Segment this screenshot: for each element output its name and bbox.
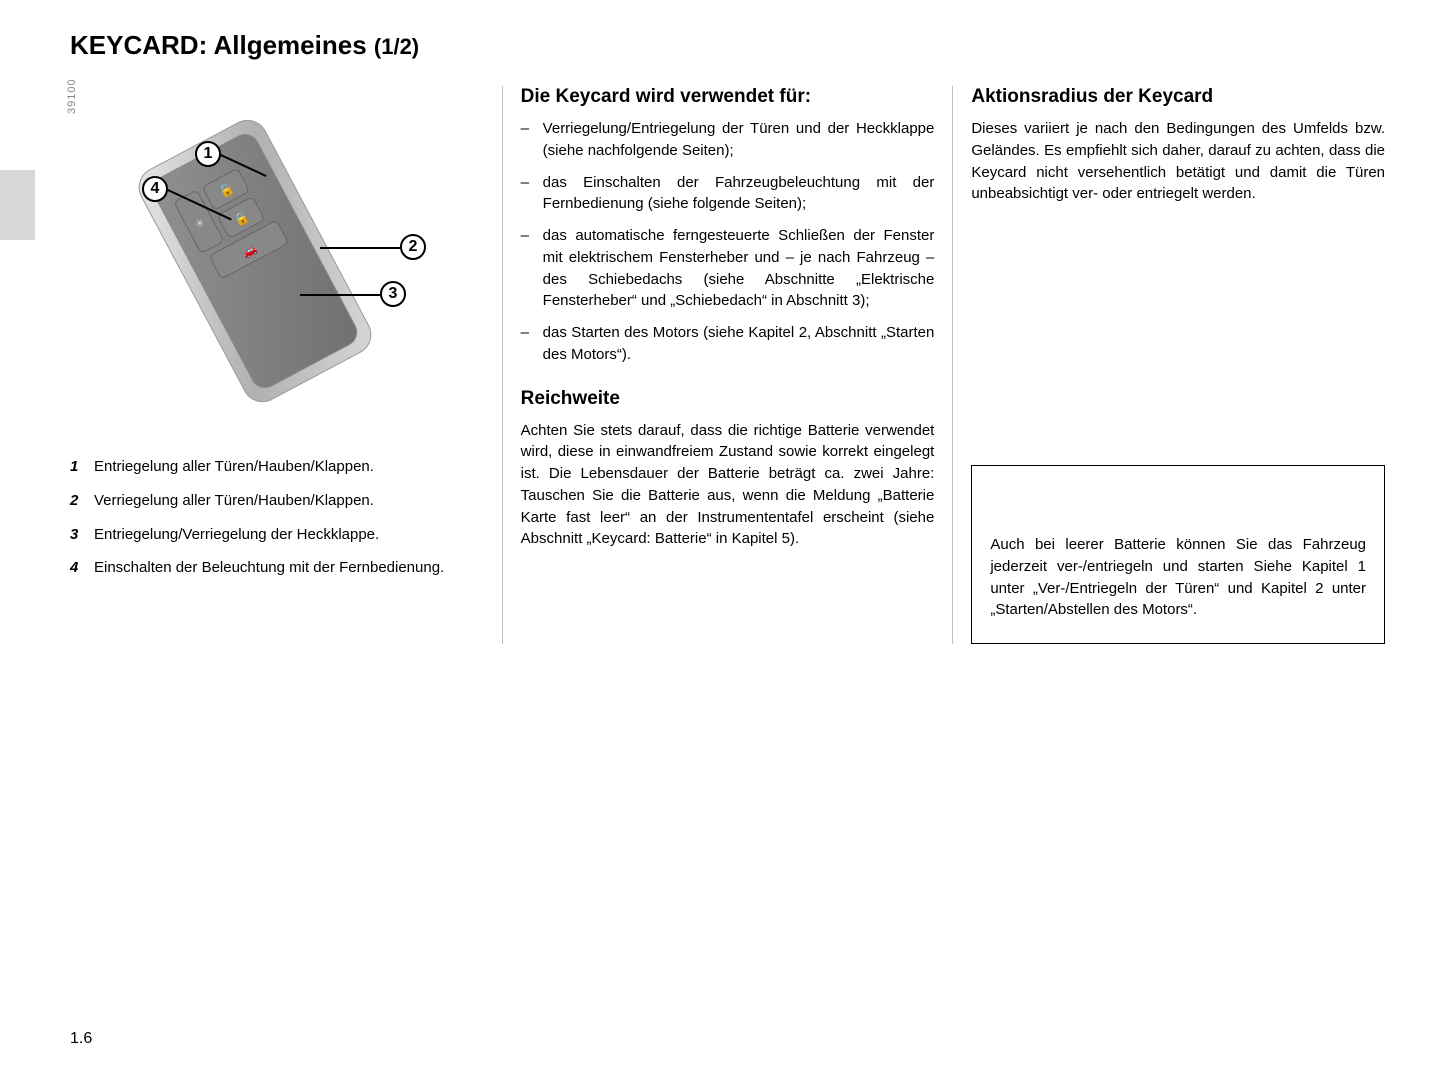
column-1: 39100 [70, 86, 502, 644]
bullet-text: das Einschalten der Fahrzeugbeleuchtung … [543, 172, 935, 216]
callout-1: 1 [195, 141, 221, 167]
col3-para1: Dieses variiert je nach den Bedingungen … [971, 118, 1385, 205]
columns-container: 39100 [70, 86, 1385, 644]
legend-item: 2 Verriegelung aller Türen/Hauben/Klappe… [70, 490, 484, 512]
legend-item: 1 Entriegelung aller Türen/Hauben/Klappe… [70, 456, 484, 478]
legend-num: 2 [70, 490, 94, 512]
legend-num: 4 [70, 557, 94, 579]
info-box: Auch bei leerer Batterie können Sie das … [971, 465, 1385, 644]
legend-num: 3 [70, 524, 94, 546]
bullet-item: – Verriegelung/Entriegelung der Türen un… [521, 118, 935, 162]
bullet-list: – Verriegelung/Entriegelung der Türen un… [521, 118, 935, 366]
bullet-text: Verriegelung/Entriegelung der Türen und … [543, 118, 935, 162]
dash-icon: – [521, 118, 543, 162]
bullet-item: – das automatische ferngesteuerte Schlie… [521, 225, 935, 312]
image-id: 39100 [66, 78, 78, 114]
keycard-svg: 🔓 🔒 🚗 ☀ [70, 86, 440, 436]
manual-page: KEYCARD: Allgemeines (1/2) 39100 [0, 0, 1445, 1070]
title-sub: (1/2) [374, 34, 419, 59]
bullet-text: das Starten des Motors (siehe Kapitel 2,… [543, 322, 935, 366]
bullet-item: – das Einschalten der Fahrzeugbeleuchtun… [521, 172, 935, 216]
side-tab [0, 170, 35, 240]
dash-icon: – [521, 225, 543, 312]
bullet-text: das automatische ferngesteuerte Schließe… [543, 225, 935, 312]
legend-num: 1 [70, 456, 94, 478]
legend-text: Einschalten der Beleuchtung mit der Fern… [94, 557, 484, 579]
col2-para2: Achten Sie stets darauf, dass die richti… [521, 420, 935, 551]
legend-list: 1 Entriegelung aller Türen/Hauben/Klappe… [70, 456, 484, 579]
legend-item: 3 Entriegelung/Verriegelung der Heckklap… [70, 524, 484, 546]
title-main: KEYCARD: Allgemeines [70, 30, 367, 60]
callout-2: 2 [400, 234, 426, 260]
dash-icon: – [521, 322, 543, 366]
callout-4: 4 [142, 176, 168, 202]
column-3: Aktionsradius der Keycard Dieses variier… [952, 86, 1385, 644]
keycard-illustration: 39100 [70, 86, 440, 436]
dash-icon: – [521, 172, 543, 216]
legend-text: Verriegelung aller Türen/Hauben/Klappen. [94, 490, 484, 512]
legend-text: Entriegelung/Verriegelung der Heckklappe… [94, 524, 484, 546]
page-number: 1.6 [70, 1030, 92, 1048]
callout-line-2 [320, 247, 400, 249]
column-2: Die Keycard wird verwendet für: – Verrie… [502, 86, 953, 644]
info-box-text: Auch bei leerer Batterie können Sie das … [990, 536, 1366, 618]
callout-line-3 [300, 294, 380, 296]
bullet-item: – das Starten des Motors (siehe Kapitel … [521, 322, 935, 366]
col2-heading1: Die Keycard wird verwendet für: [521, 86, 935, 108]
col2-heading2: Reichweite [521, 388, 935, 410]
callout-3: 3 [380, 281, 406, 307]
col3-heading1: Aktionsradius der Keycard [971, 86, 1385, 108]
legend-text: Entriegelung aller Türen/Hauben/Klappen. [94, 456, 484, 478]
legend-item: 4 Einschalten der Beleuchtung mit der Fe… [70, 557, 484, 579]
page-title: KEYCARD: Allgemeines (1/2) [70, 30, 1385, 61]
